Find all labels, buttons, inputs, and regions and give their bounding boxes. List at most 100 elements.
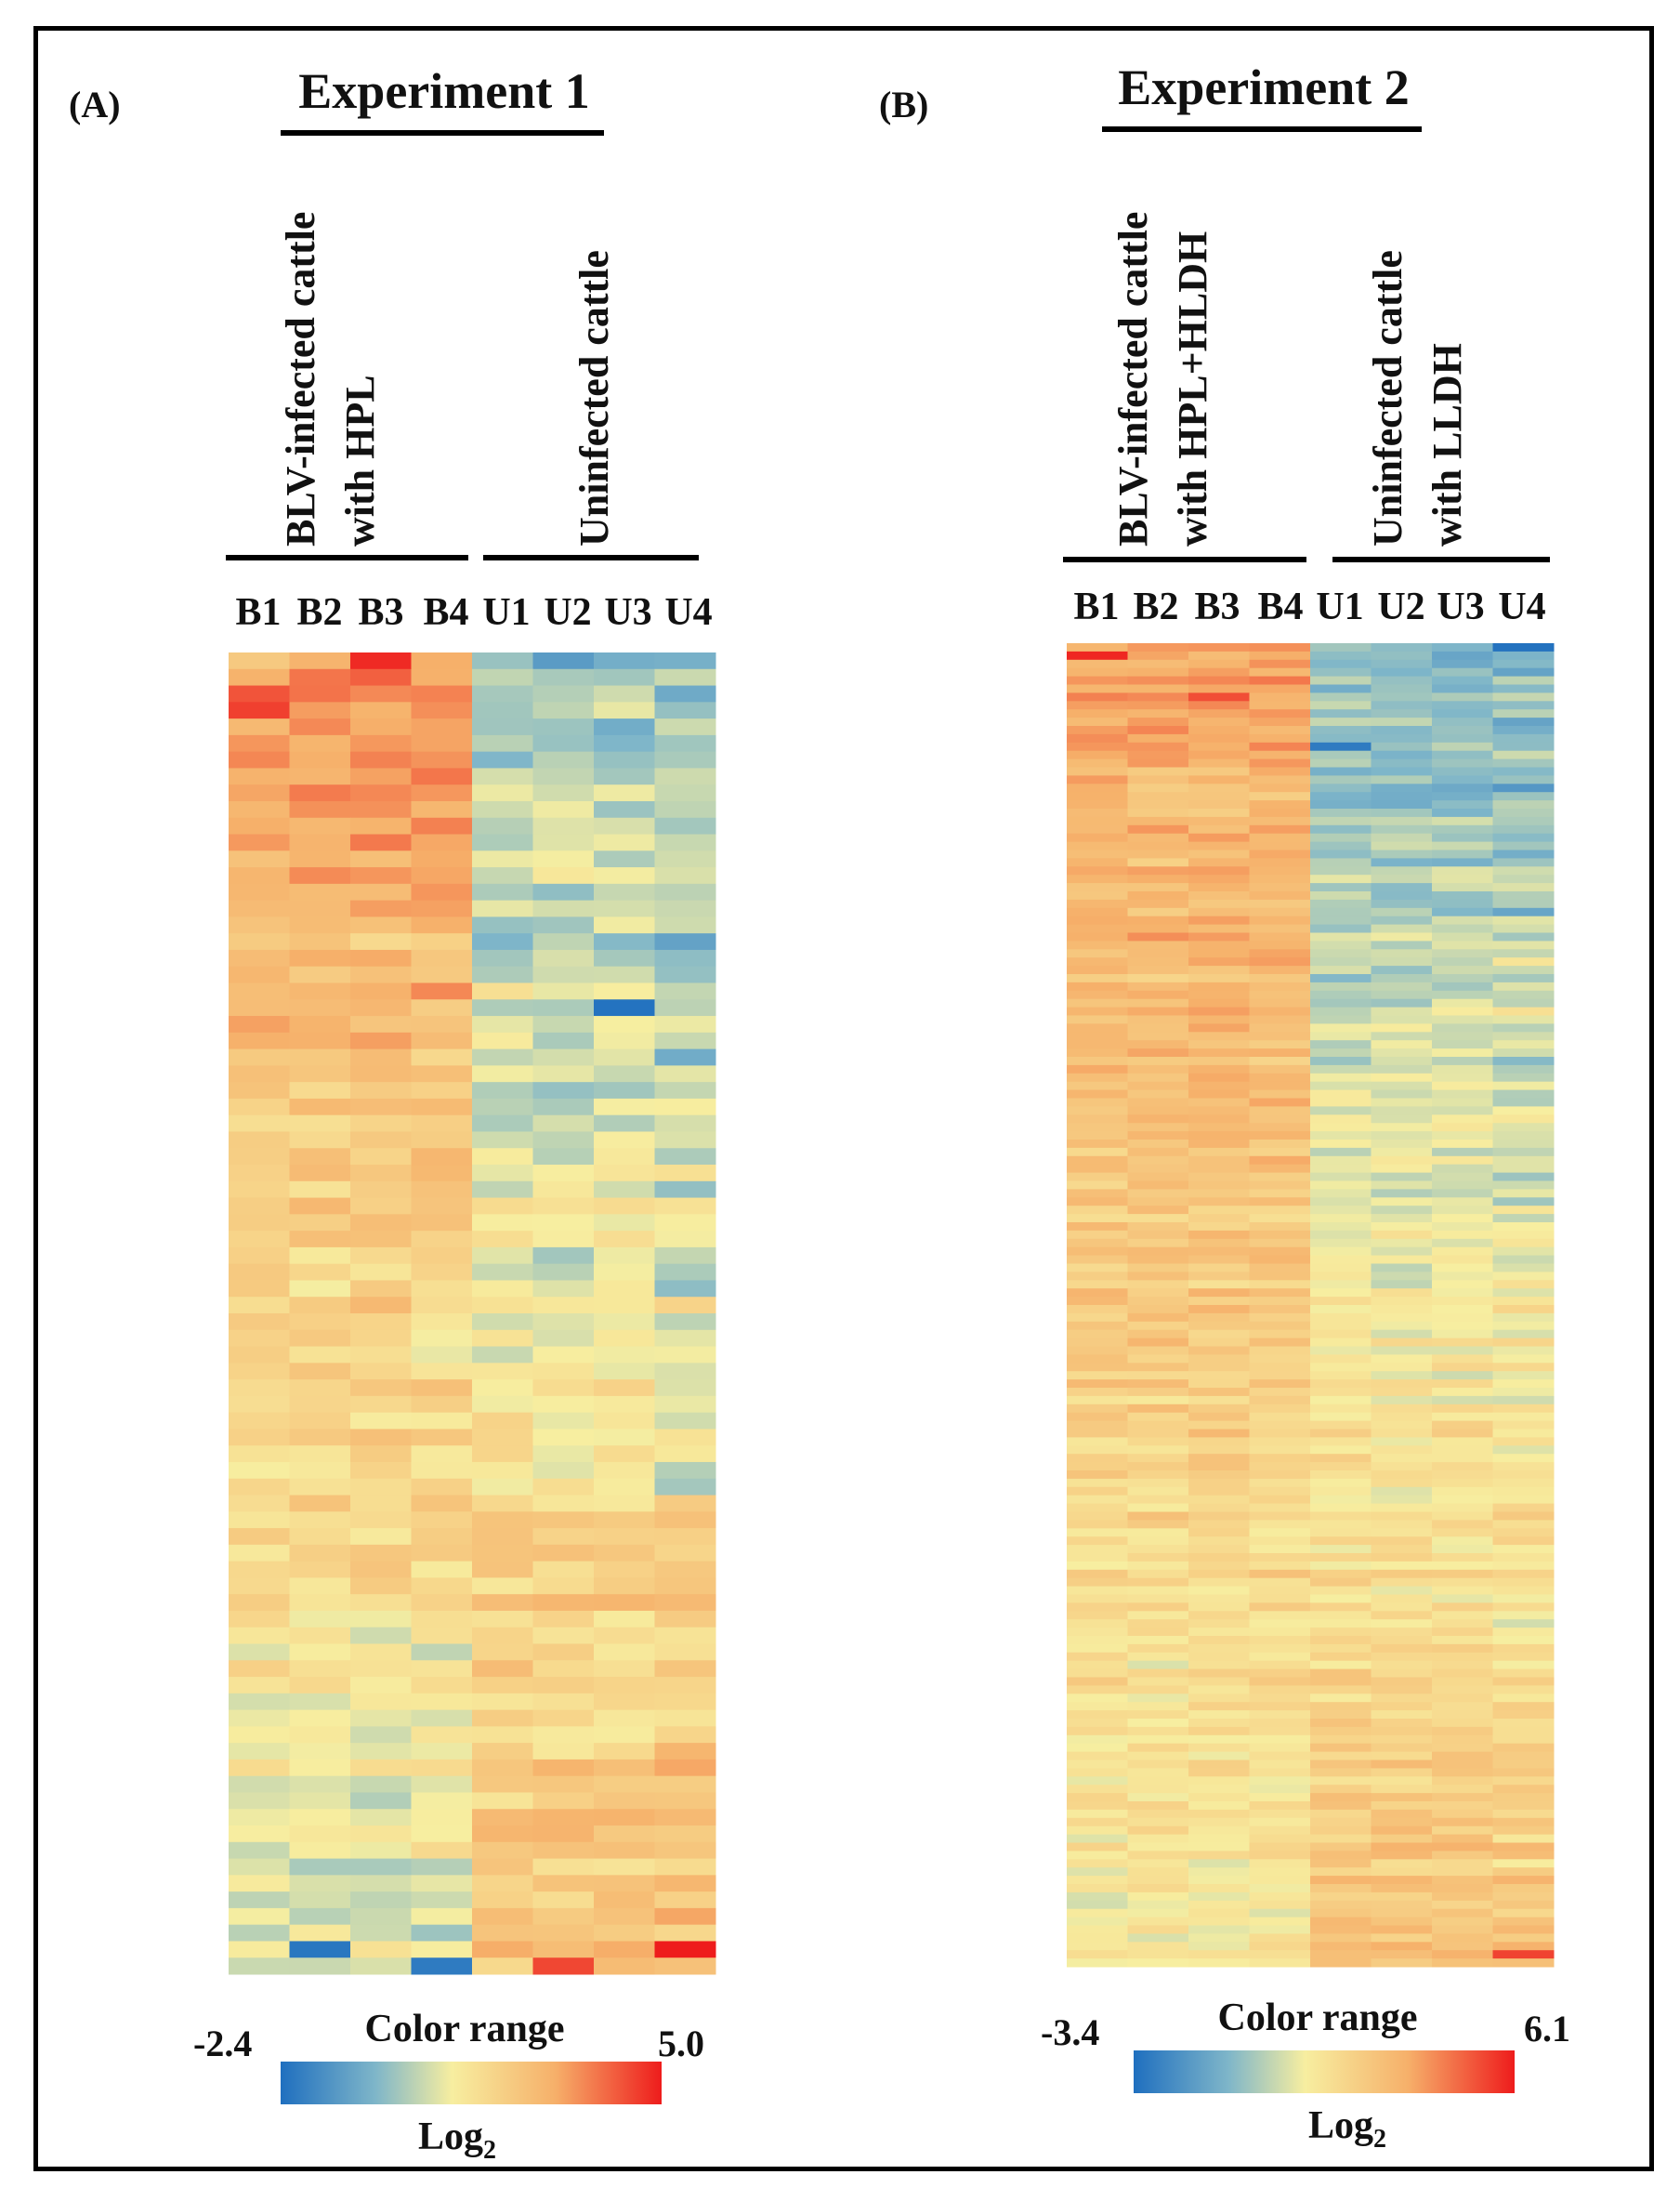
panel-b-heatmap-cell xyxy=(1067,1694,1128,1703)
panel-a-heatmap-cell xyxy=(594,1478,655,1496)
panel-b-heatmap-cell xyxy=(1188,809,1250,818)
panel-a-heatmap-cell xyxy=(532,751,595,769)
panel-b-heatmap-cell xyxy=(1310,1884,1372,1893)
panel-a-heatmap-cell xyxy=(289,1693,351,1711)
panel-b-heatmap-cell xyxy=(1432,718,1493,727)
panel-b-heatmap-cell xyxy=(1492,1710,1555,1720)
panel-b-heatmap-cell xyxy=(1067,1238,1128,1248)
panel-b-heatmap-cell xyxy=(1432,1751,1493,1760)
panel-b-heatmap-cell xyxy=(1067,1064,1128,1074)
panel-b-heatmap-cell xyxy=(1188,1628,1250,1637)
panel-b-heatmap-cell xyxy=(1492,924,1555,933)
panel-b-heatmap-cell xyxy=(1310,1668,1372,1678)
panel-a-heatmap-cell xyxy=(229,1561,290,1578)
panel-b-heatmap-cell xyxy=(1432,1172,1493,1181)
panel-a-heatmap-cell xyxy=(654,900,716,917)
panel-a-heatmap-cell xyxy=(350,1445,412,1463)
panel-b-heatmap-cell xyxy=(1432,1454,1493,1463)
panel-b-heatmap-cell xyxy=(1249,1388,1311,1397)
panel-b-heatmap-cell xyxy=(1310,676,1372,685)
panel-b-heatmap-cell xyxy=(1492,1478,1555,1488)
panel-a-heatmap-cell xyxy=(594,1016,655,1034)
panel-b-heatmap-cell xyxy=(1067,1726,1128,1736)
panel-a-heatmap-cell xyxy=(289,1743,351,1760)
panel-b-heatmap-cell xyxy=(1371,1172,1433,1181)
panel-b-heatmap-cell xyxy=(1492,718,1555,727)
panel-b-heatmap-cell xyxy=(1310,775,1372,784)
panel-b-heatmap-cell xyxy=(1492,667,1555,678)
panel-b-heatmap-cell xyxy=(1310,1346,1372,1355)
panel-b-heatmap-cell xyxy=(1127,858,1189,867)
panel-b-heatmap-cell xyxy=(1310,1280,1372,1289)
panel-b-heatmap-cell xyxy=(1371,1089,1433,1099)
panel-b-heatmap-cell xyxy=(1371,1238,1433,1248)
panel-a-heatmap-cell xyxy=(532,834,595,851)
panel-a-heatmap-cell xyxy=(350,1941,412,1958)
panel-a-heatmap-cell xyxy=(350,1825,412,1843)
panel-b-heatmap-cell xyxy=(1432,833,1493,843)
panel-b-heatmap-cell xyxy=(1127,784,1189,793)
panel-b-heatmap-cell xyxy=(1432,1495,1493,1505)
panel-b-heatmap-cell xyxy=(1067,841,1128,850)
panel-a-heatmap-cell xyxy=(472,1858,533,1876)
panel-b-heatmap-cell xyxy=(1188,1561,1250,1571)
panel-b-legend-unit-main: Log xyxy=(1308,2104,1373,2147)
panel-b-heatmap-cell xyxy=(1127,932,1189,942)
panel-a-heatmap-cell xyxy=(289,734,351,753)
panel-b-heatmap-cell xyxy=(1432,1023,1493,1033)
panel-b-heatmap-cell xyxy=(1127,1272,1189,1281)
panel-b-heatmap-cell xyxy=(1492,1114,1555,1124)
panel-a-heatmap-cell xyxy=(229,949,290,968)
panel-b-heatmap-cell xyxy=(1249,1851,1311,1860)
panel-b-heatmap-cell xyxy=(1188,966,1250,975)
panel-b-heatmap-cell xyxy=(1249,1660,1311,1670)
panel-b-heatmap-cell xyxy=(1310,957,1372,967)
panel-b-heatmap-cell xyxy=(1432,792,1493,801)
panel-b-heatmap-cell xyxy=(1371,1404,1433,1414)
panel-b-heatmap-cell xyxy=(1371,1081,1433,1091)
panel-a-heatmap-cell xyxy=(229,1577,290,1595)
panel-b-heatmap-cell xyxy=(1432,1743,1493,1753)
panel-b-heatmap-cell xyxy=(1492,1768,1555,1777)
panel-b-heatmap-cell xyxy=(1492,1842,1555,1852)
panel-b-heatmap-cell xyxy=(1492,1553,1555,1562)
panel-b-heatmap-cell xyxy=(1188,643,1250,652)
panel-b-heatmap-cell xyxy=(1492,1197,1555,1206)
panel-b-heatmap-cell xyxy=(1310,1329,1372,1339)
panel-b-heatmap-cell xyxy=(1188,1908,1250,1918)
panel-a-heatmap-cell xyxy=(411,1891,473,1909)
panel-b-heatmap-cell xyxy=(1127,718,1189,727)
panel-b-heatmap-cell xyxy=(1371,1884,1433,1893)
panel-b-heatmap-cell xyxy=(1127,1189,1189,1198)
panel-a-heatmap-cell xyxy=(229,933,290,951)
panel-b-heatmap-cell xyxy=(1432,659,1493,669)
panel-a-heatmap-cell xyxy=(289,1065,351,1083)
panel-b-heatmap-cell xyxy=(1492,1876,1555,1885)
panel-b-heatmap-cell xyxy=(1067,809,1128,818)
panel-b-heatmap-cell xyxy=(1127,1073,1189,1083)
panel-b-heatmap-cell xyxy=(1310,1114,1372,1124)
panel-a-heatmap-cell xyxy=(289,1329,351,1348)
panel-a-heatmap-cell xyxy=(532,1858,595,1876)
panel-a-heatmap-cell xyxy=(654,1759,716,1777)
panel-a-heatmap-cell xyxy=(654,1297,716,1314)
panel-a-heatmap-cell xyxy=(654,1495,716,1512)
panel-b-heatmap-cell xyxy=(1310,1809,1372,1819)
panel-b-heatmap-cell xyxy=(1310,1180,1372,1190)
panel-b-heatmap-cell xyxy=(1371,1859,1433,1868)
panel-a-heatmap-cell xyxy=(654,1809,716,1826)
panel-b-heatmap-cell xyxy=(1249,1007,1311,1016)
panel-b-heatmap-cell xyxy=(1249,709,1311,718)
panel-b-heatmap-cell xyxy=(1310,1694,1372,1703)
panel-b-heatmap-cell xyxy=(1432,1140,1493,1149)
panel-b-heatmap-cell xyxy=(1249,1793,1311,1802)
panel-b-heatmap-cell xyxy=(1067,858,1128,867)
panel-a-heatmap-cell xyxy=(532,933,595,951)
panel-a-heatmap-cell xyxy=(411,1329,473,1348)
panel-b-heatmap-cell xyxy=(1249,1594,1311,1603)
panel-b-heatmap-cell xyxy=(1127,1569,1189,1579)
panel-a-heatmap-cell xyxy=(289,1197,351,1215)
panel-b-heatmap-cell xyxy=(1249,1677,1311,1686)
panel-a-legend-min: -2.4 xyxy=(193,2023,252,2064)
panel-a-heatmap-cell xyxy=(411,652,473,670)
